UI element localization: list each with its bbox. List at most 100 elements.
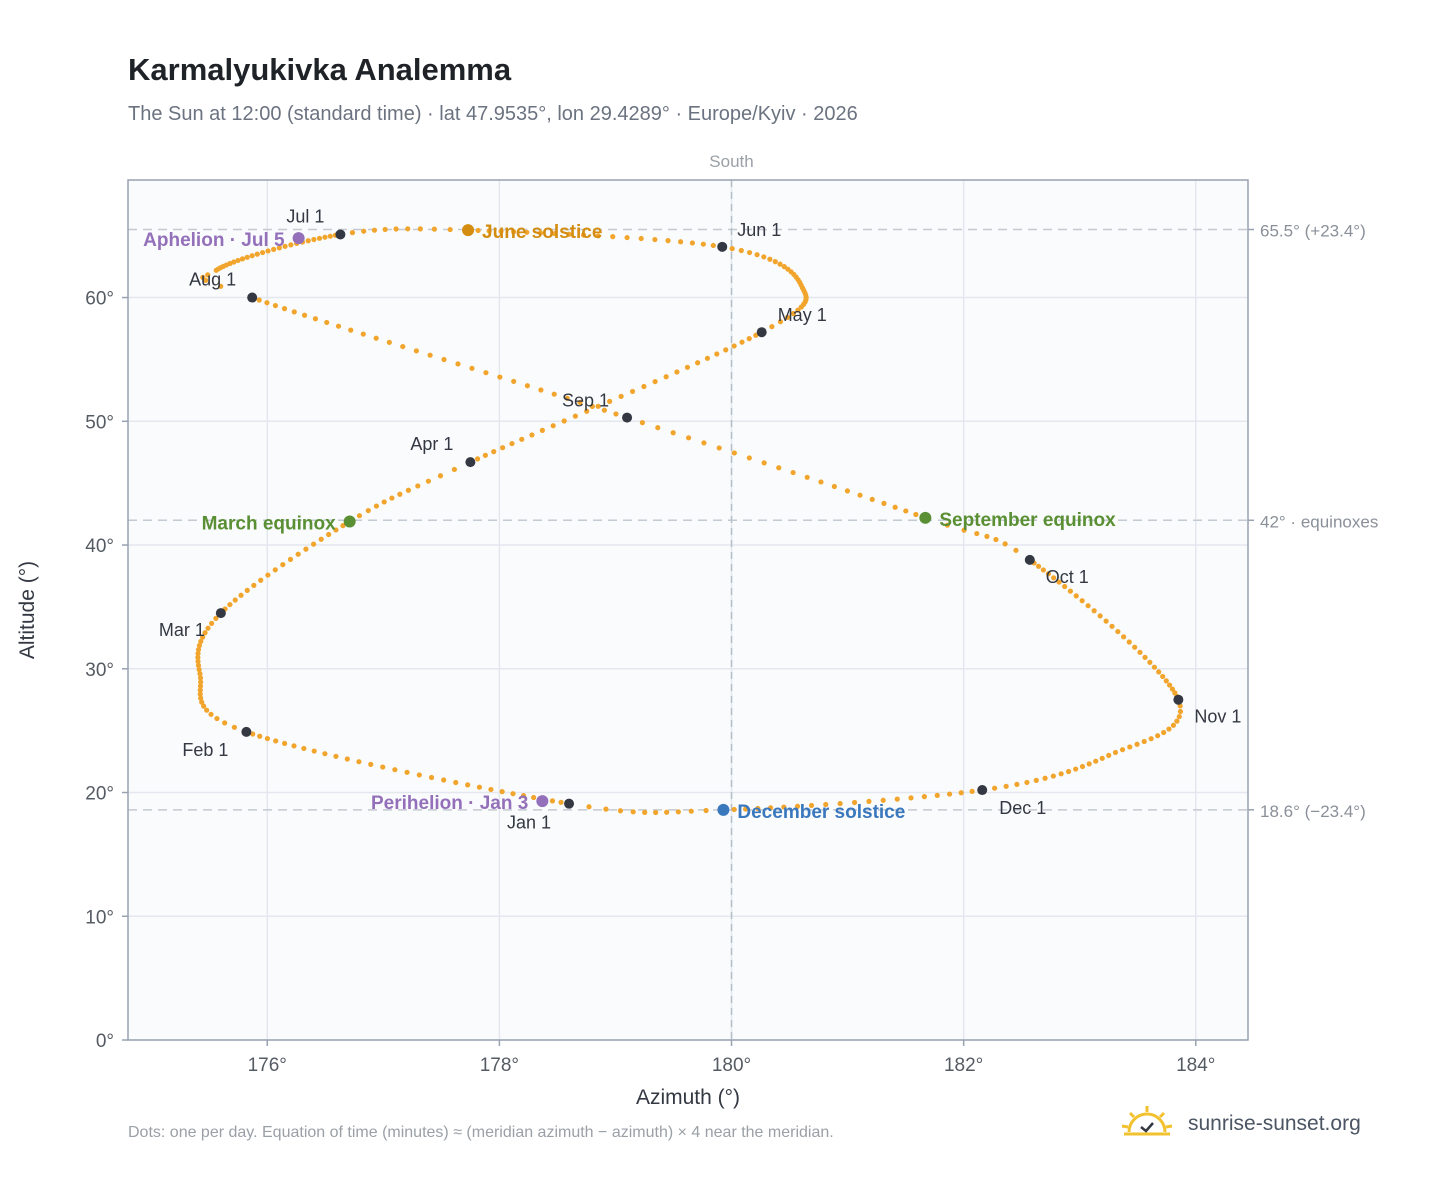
daily-sun-dot xyxy=(203,277,209,283)
daily-sun-dot xyxy=(1147,659,1153,665)
event-marker-label: December solstice xyxy=(737,802,905,823)
daily-sun-dot xyxy=(256,297,262,303)
x-tick-label: 184° xyxy=(1176,1055,1215,1076)
x-tick-label: 176° xyxy=(248,1055,287,1076)
daily-sun-dot xyxy=(1014,781,1020,788)
daily-sun-dot xyxy=(934,792,940,798)
daily-sun-dot xyxy=(196,666,202,673)
daily-sun-dot xyxy=(428,774,435,781)
event-marker-label: September equinox xyxy=(939,510,1116,531)
daily-sun-dot xyxy=(425,478,432,484)
daily-sun-dot xyxy=(239,256,246,262)
daily-sun-dot xyxy=(238,592,244,598)
daily-sun-dot xyxy=(785,266,791,272)
daily-sun-dot xyxy=(260,249,266,256)
daily-sun-dot xyxy=(1085,603,1091,609)
month-marker-label: Sep 1 xyxy=(562,391,609,411)
daily-sun-dot xyxy=(1073,766,1079,772)
daily-sun-dot xyxy=(441,356,447,363)
daily-sun-dot xyxy=(335,323,342,329)
daily-sun-dot xyxy=(550,423,556,429)
daily-sun-dot xyxy=(566,231,572,237)
daily-sun-dot xyxy=(716,445,722,451)
daily-sun-dot xyxy=(558,799,564,805)
daily-sun-dot xyxy=(441,777,447,783)
daily-sun-dot xyxy=(539,427,546,433)
daily-sun-dot xyxy=(1106,752,1112,758)
daily-sun-dot xyxy=(589,403,595,409)
daily-sun-dot xyxy=(197,691,203,697)
daily-sun-dot xyxy=(677,239,684,245)
daily-sun-dot xyxy=(389,495,395,501)
daily-sun-dot xyxy=(674,369,680,375)
daily-sun-dot xyxy=(201,703,207,709)
daily-sun-dot xyxy=(844,488,851,494)
daily-sun-dot xyxy=(892,504,898,510)
daily-sun-dot xyxy=(551,391,557,397)
month-marker-dot xyxy=(977,785,988,796)
daily-sun-dot xyxy=(1151,664,1158,670)
month-marker-label: Feb 1 xyxy=(182,740,228,760)
daily-sun-dot xyxy=(209,620,215,627)
daily-sun-dot xyxy=(790,310,796,317)
daily-sun-dot xyxy=(497,374,503,380)
daily-sun-dot xyxy=(415,483,421,489)
daily-sun-dot xyxy=(365,507,371,514)
daily-sun-dot xyxy=(303,546,309,552)
daily-sun-dot xyxy=(1097,613,1103,619)
daily-sun-dot xyxy=(739,339,745,345)
y-tick-label: 20° xyxy=(85,784,114,805)
y-tick-label: 50° xyxy=(85,412,114,433)
reference-lines: 65.5° (+23.4°) 42° · equinoxes 18.6° (−23.… xyxy=(128,221,1378,821)
daily-sun-dot xyxy=(265,572,271,578)
daily-sun-dot xyxy=(946,791,953,797)
daily-sun-dot xyxy=(1033,777,1039,783)
daily-sun-dot xyxy=(629,388,636,395)
event-marker-label: March equinox xyxy=(202,514,337,535)
daily-sun-dot xyxy=(257,733,263,739)
daily-sun-dot xyxy=(197,683,204,689)
daily-sun-dot xyxy=(804,474,810,480)
month-marker-dot xyxy=(241,726,252,737)
daily-sun-dot xyxy=(476,784,483,790)
month-marker-label: Mar 1 xyxy=(159,620,205,640)
daily-sun-dot xyxy=(603,806,609,812)
daily-sun-dot xyxy=(908,795,914,801)
daily-sun-dot xyxy=(322,751,328,757)
daily-sun-dot xyxy=(250,731,256,737)
daily-sun-dot xyxy=(790,469,796,476)
month-marker-dot xyxy=(1173,694,1184,705)
daily-sun-dot xyxy=(197,675,204,681)
daily-sun-dot xyxy=(688,808,694,814)
daily-sun-dot xyxy=(1155,733,1161,739)
daily-sun-dot xyxy=(653,809,659,816)
daily-sun-dot xyxy=(488,786,494,793)
daily-sun-dot xyxy=(333,527,339,533)
daily-sun-dot xyxy=(510,791,516,797)
brand[interactable]: sunrise-sunset.org xyxy=(1120,1104,1361,1144)
daily-sun-dot xyxy=(1079,763,1086,770)
daily-sun-dot xyxy=(1169,686,1176,692)
daily-sun-dot xyxy=(746,455,752,461)
daily-sun-dot xyxy=(195,650,201,657)
daily-sun-dot xyxy=(1103,618,1109,624)
daily-sun-dot xyxy=(685,435,692,441)
daily-sun-dot xyxy=(1042,775,1048,781)
plot-frame xyxy=(127,179,1249,1041)
daily-sun-dot xyxy=(208,711,214,717)
daily-sun-dot xyxy=(373,335,379,341)
daily-sun-dot xyxy=(1109,623,1115,629)
daily-sun-dot xyxy=(254,251,260,257)
daily-sun-dot xyxy=(1091,608,1097,614)
daily-sun-dot xyxy=(405,226,411,232)
daily-sun-dot xyxy=(1161,729,1167,736)
daily-sun-dot xyxy=(1040,567,1046,573)
daily-sun-dot xyxy=(196,642,203,649)
daily-sun-dot xyxy=(197,687,203,693)
daily-sun-dot xyxy=(974,530,980,537)
daily-sun-dot xyxy=(704,355,711,361)
daily-sun-dot xyxy=(356,513,363,519)
reference-line-label: 65.5° (+23.4°) xyxy=(1260,221,1366,240)
daily-sun-dot xyxy=(701,440,707,446)
daily-sun-dot xyxy=(675,809,681,815)
